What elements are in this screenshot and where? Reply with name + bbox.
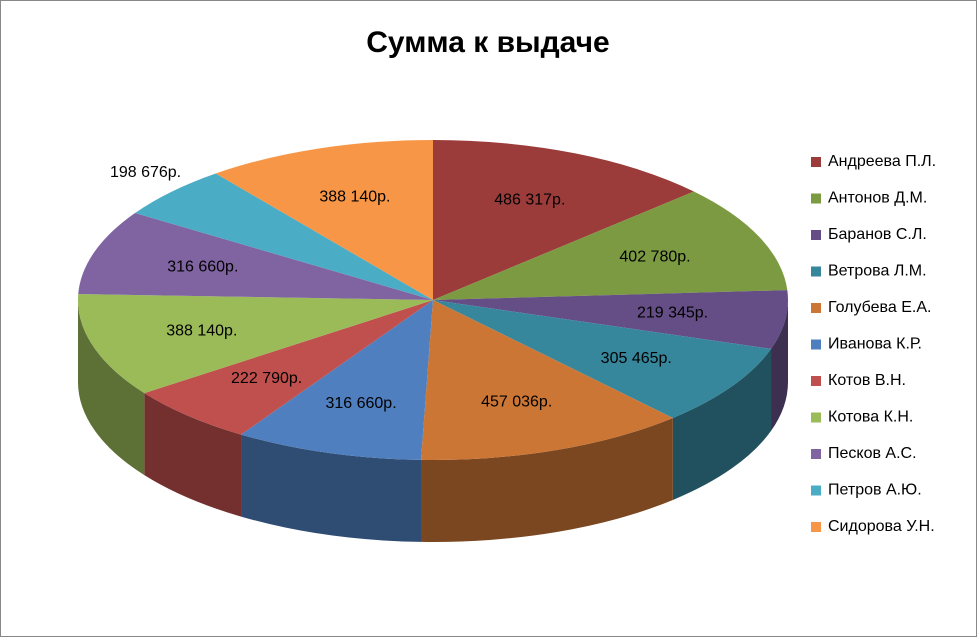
legend-swatch bbox=[811, 449, 821, 459]
legend-swatch bbox=[811, 522, 821, 532]
data-label: 457 036р. bbox=[481, 393, 552, 410]
legend-label: Баранов С.Л. bbox=[828, 226, 927, 243]
legend-label: Антонов Д.М. bbox=[828, 190, 927, 207]
legend-swatch bbox=[811, 230, 821, 240]
legend-swatch bbox=[811, 266, 821, 277]
legend-swatch bbox=[811, 339, 821, 350]
legend-label: Голубева Е.А. bbox=[828, 299, 931, 316]
data-label: 219 345р. bbox=[637, 305, 708, 322]
legend-label: Песков А.С. bbox=[828, 445, 917, 462]
legend-label: Котова К.Н. bbox=[828, 409, 913, 426]
legend: Андреева П.Л. Антонов Д.М. Баранов С.Л. Вет… bbox=[811, 153, 936, 535]
data-label: 486 317р. bbox=[494, 192, 565, 209]
legend-label: Котов В.Н. bbox=[828, 372, 906, 389]
legend-swatch bbox=[811, 303, 821, 313]
legend-label: Петров А.Ю. bbox=[828, 482, 922, 499]
legend-swatch bbox=[811, 157, 821, 167]
slice bbox=[433, 290, 788, 349]
data-label: 316 660р. bbox=[167, 258, 238, 275]
legend-swatch bbox=[811, 485, 821, 496]
slice bbox=[144, 300, 434, 435]
slice bbox=[420, 300, 673, 460]
slice-side bbox=[144, 393, 242, 517]
slice-side bbox=[420, 417, 673, 542]
slice bbox=[433, 191, 788, 300]
slice-side bbox=[672, 348, 772, 500]
slice bbox=[135, 173, 433, 300]
data-label: 222 790р. bbox=[231, 370, 302, 387]
slice bbox=[78, 294, 434, 394]
chart-title: Сумма к выдаче bbox=[366, 26, 609, 59]
data-label: 388 140р. bbox=[319, 188, 390, 205]
legend-label: Андреева П.Л. bbox=[828, 153, 936, 170]
legend-swatch bbox=[811, 412, 821, 423]
pie: 486 317р. 402 780р. 219 345р. 305 465р. 457 … bbox=[78, 140, 788, 542]
data-label: 402 780р. bbox=[619, 248, 690, 265]
slice-side bbox=[241, 434, 421, 542]
legend-label: Сидорова У.Н. bbox=[828, 518, 935, 535]
slice bbox=[78, 213, 433, 300]
slice bbox=[433, 300, 772, 418]
legend-swatch bbox=[811, 376, 821, 386]
data-label: 305 465р. bbox=[601, 350, 672, 367]
slice bbox=[241, 300, 433, 460]
slice-side bbox=[78, 300, 145, 476]
slice bbox=[433, 140, 694, 300]
data-label: 198 676р. bbox=[110, 164, 181, 181]
legend-label: Иванова К.Р. bbox=[828, 336, 922, 353]
legend-swatch bbox=[811, 193, 821, 204]
slice-side bbox=[771, 300, 788, 431]
slice bbox=[215, 140, 433, 300]
legend-label: Ветрова Л.М. bbox=[828, 263, 927, 280]
data-label: 388 140р. bbox=[166, 323, 237, 340]
data-label: 316 660р. bbox=[325, 395, 396, 412]
